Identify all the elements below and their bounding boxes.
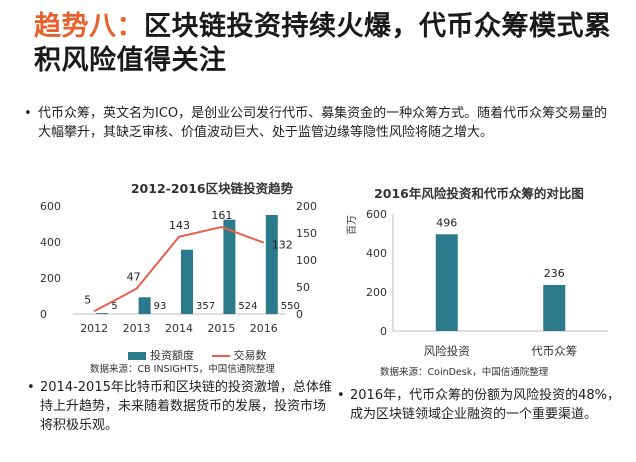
chart1-legend: 投资额度 交易数 bbox=[128, 347, 328, 363]
chart2-bar bbox=[435, 234, 458, 331]
chart2-bar-label: 496 bbox=[436, 216, 457, 229]
chart1-bar bbox=[265, 215, 278, 314]
chart2-title: 2016年风险投资和代币众筹的对比图 bbox=[374, 186, 584, 201]
chart1-bar bbox=[181, 249, 193, 314]
bottom-right-text: 2016年，代币众筹的份额为风险投资的48%，成为区块链领域企业融资的一个重要渠… bbox=[350, 388, 620, 422]
bullet-icon: • bbox=[27, 380, 35, 395]
chart1-line-label: 143 bbox=[169, 219, 190, 232]
chart1: 0 200 400 600 0 50 100 150 200 5 93 357 524 550 5 47 143… bbox=[40, 200, 317, 335]
legend-bar-swatch bbox=[128, 352, 146, 360]
chart1-left-tick: 600 bbox=[40, 200, 61, 213]
chart1-left-tick: 200 bbox=[40, 272, 61, 285]
bullet-icon: • bbox=[24, 106, 32, 121]
chart1-bar-label: 524 bbox=[238, 301, 257, 312]
chart1-title: 2012-2016区块链投资趋势 bbox=[130, 181, 294, 196]
chart2: 0 200 400 600 百万 496 风险投资 236 代币众筹 bbox=[346, 208, 608, 358]
chart1-bar bbox=[223, 219, 236, 314]
chart2-y-label: 百万 bbox=[346, 215, 358, 235]
chart1-x-tick: 2014 bbox=[165, 322, 193, 335]
chart2-x-tick: 风险投资 bbox=[424, 344, 470, 358]
legend-line-label: 交易数 bbox=[233, 349, 267, 362]
chart1-right-tick: 0 bbox=[296, 308, 303, 321]
chart2-bar-label: 236 bbox=[544, 267, 565, 280]
title-highlight: 趋势八： bbox=[34, 11, 144, 42]
chart2-y-tick: 600 bbox=[366, 208, 387, 221]
chart1-left-tick: 0 bbox=[40, 308, 47, 321]
chart1-line-label: 161 bbox=[211, 209, 232, 222]
chart1-line-label: 47 bbox=[127, 271, 141, 284]
legend-line-swatch bbox=[211, 355, 230, 357]
chart1-bar-label: 550 bbox=[281, 301, 300, 312]
bottom-left-paragraph: • 2014-2015年比特币和区块链的投资激增，总体维持上升趋势，未来随着数据… bbox=[27, 378, 332, 435]
chart2-bar bbox=[543, 284, 566, 331]
bottom-left-text: 2014-2015年比特币和区块链的投资激增，总体维持上升趋势，未来随着数据货币… bbox=[40, 380, 332, 433]
chart1-x-tick: 2012 bbox=[80, 322, 108, 335]
chart1-left-tick: 400 bbox=[40, 236, 61, 249]
chart1-x-tick: 2016 bbox=[250, 322, 278, 335]
chart1-bar-label: 5 bbox=[111, 301, 117, 312]
chart1-line-label: 132 bbox=[272, 239, 293, 252]
chart2-y-tick: 200 bbox=[366, 286, 387, 299]
intro-text: 代币众筹，英文名为ICO，是创业公司发行代币、募集资金的一种众筹方式。随着代币众… bbox=[38, 106, 608, 140]
intro-paragraph: • 代币众筹，英文名为ICO，是创业公司发行代币、募集资金的一种众筹方式。随着代… bbox=[24, 104, 616, 142]
chart1-source: 数据来源：CB INSIGHTS，中国信通院整理 bbox=[90, 364, 275, 375]
chart1-x-tick: 2015 bbox=[207, 322, 235, 335]
chart1-right-tick: 50 bbox=[296, 281, 310, 294]
bullet-icon: • bbox=[337, 388, 345, 403]
chart1-right-tick: 150 bbox=[296, 227, 317, 240]
chart1-bar bbox=[96, 313, 109, 314]
chart1-bar-label: 357 bbox=[196, 301, 215, 312]
title-rest: 区块链投资持续火爆，代币众筹模式累积风险值得关注 bbox=[34, 11, 612, 76]
chart1-line-label: 5 bbox=[84, 293, 91, 306]
legend-bar-label: 投资额度 bbox=[150, 349, 194, 362]
chart1-bar-label: 93 bbox=[154, 301, 167, 312]
chart1-bar bbox=[138, 297, 151, 314]
chart1-right-tick: 200 bbox=[296, 200, 317, 213]
chart1-right-tick: 100 bbox=[296, 254, 317, 267]
chart2-y-tick: 400 bbox=[366, 247, 387, 260]
chart2-source: 数据来源：CoinDesk，中国信通院整理 bbox=[380, 367, 549, 378]
chart1-line bbox=[93, 226, 265, 313]
chart2-x-tick: 代币众筹 bbox=[531, 344, 577, 358]
bottom-right-paragraph: • 2016年，代币众筹的份额为风险投资的48%，成为区块链领域企业融资的一个重… bbox=[337, 386, 622, 424]
page-title: 趋势八：区块链投资持续火爆，代币众筹模式累积风险值得关注 bbox=[34, 10, 624, 78]
chart2-y-tick: 0 bbox=[380, 325, 387, 338]
chart1-x-tick: 2013 bbox=[123, 322, 151, 335]
